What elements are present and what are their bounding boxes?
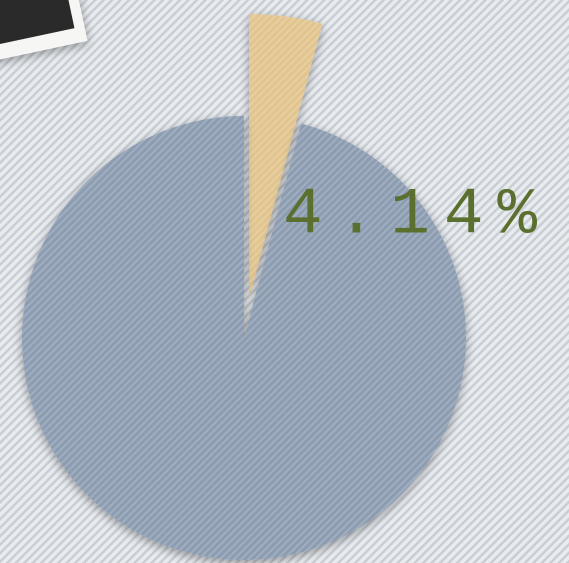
slice-texture	[249, 14, 323, 299]
value-label: 4.14%	[283, 177, 551, 252]
pie	[21, 14, 466, 561]
photo-frame	[0, 0, 88, 70]
slice-texture	[21, 116, 466, 561]
